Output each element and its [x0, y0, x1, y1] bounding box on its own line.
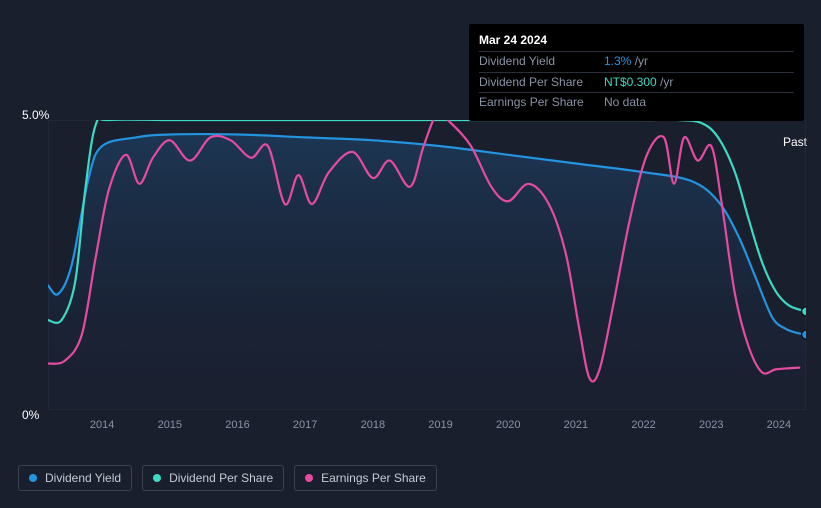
legend-dot-icon [153, 474, 161, 482]
end-marker-dividend-yield [802, 330, 807, 339]
legend-label: Dividend Yield [45, 471, 121, 485]
legend-item-dividend-per-share[interactable]: Dividend Per Share [142, 465, 284, 491]
x-tick: 2019 [428, 419, 452, 431]
tooltip-row-label: Earnings Per Share [479, 94, 604, 111]
tooltip-row-label: Dividend Yield [479, 53, 604, 70]
legend-item-dividend-yield[interactable]: Dividend Yield [18, 465, 132, 491]
tooltip-row: Earnings Per ShareNo data [479, 92, 794, 112]
x-tick: 2022 [631, 419, 655, 431]
x-tick: 2023 [699, 419, 723, 431]
tooltip-row-value: NT$0.300 /yr [604, 74, 673, 91]
x-tick: 2018 [361, 419, 385, 431]
area-fill-dividend-yield [48, 134, 806, 410]
y-axis-label-bottom: 0% [22, 408, 39, 422]
chart-plot-area [48, 120, 806, 410]
y-axis-label-top: 5.0% [22, 108, 49, 122]
x-tick: 2014 [90, 419, 114, 431]
legend-label: Dividend Per Share [169, 471, 273, 485]
end-marker-dividend-per-share [802, 307, 807, 316]
tooltip-row: Dividend Yield1.3% /yr [479, 51, 794, 71]
tooltip-row: Dividend Per ShareNT$0.300 /yr [479, 72, 794, 92]
x-tick: 2017 [293, 419, 317, 431]
legend-item-earnings-per-share[interactable]: Earnings Per Share [294, 465, 437, 491]
x-tick: 2020 [496, 419, 520, 431]
tooltip-date: Mar 24 2024 [479, 32, 794, 49]
x-tick: 2024 [767, 419, 791, 431]
chart-svg [48, 120, 806, 410]
tooltip-row-value: No data [604, 94, 646, 111]
x-tick: 2016 [225, 419, 249, 431]
x-axis-ticks: 2014 2015 2016 2017 2018 2019 2020 2021 2022 2023… [48, 419, 806, 435]
tooltip-row-value: 1.3% /yr [604, 53, 648, 70]
legend-dot-icon [305, 474, 313, 482]
chart-tooltip: Mar 24 2024 Dividend Yield1.3% /yrDivide… [469, 24, 804, 121]
x-tick: 2015 [158, 419, 182, 431]
chart-legend: Dividend Yield Dividend Per Share Earnings… [18, 465, 437, 491]
legend-label: Earnings Per Share [321, 471, 426, 485]
x-tick: 2021 [564, 419, 588, 431]
legend-dot-icon [29, 474, 37, 482]
tooltip-row-label: Dividend Per Share [479, 74, 604, 91]
